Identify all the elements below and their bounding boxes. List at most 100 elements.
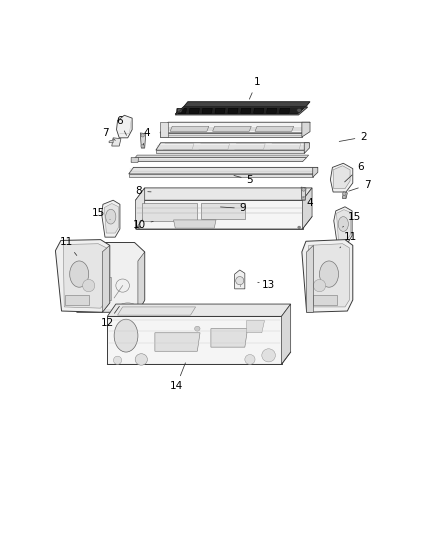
- Text: 15: 15: [92, 207, 110, 220]
- Ellipse shape: [236, 277, 244, 285]
- Text: 11: 11: [340, 232, 357, 248]
- Polygon shape: [117, 115, 132, 138]
- Ellipse shape: [302, 197, 305, 200]
- Ellipse shape: [113, 356, 122, 365]
- Polygon shape: [211, 329, 247, 347]
- Ellipse shape: [177, 108, 182, 112]
- Polygon shape: [135, 188, 145, 229]
- Polygon shape: [343, 192, 347, 199]
- Polygon shape: [330, 163, 353, 192]
- Ellipse shape: [314, 279, 325, 292]
- Polygon shape: [138, 252, 145, 312]
- Polygon shape: [142, 204, 197, 221]
- Text: 4: 4: [303, 197, 313, 208]
- Text: 11: 11: [60, 238, 77, 255]
- Text: 5: 5: [234, 175, 253, 185]
- Polygon shape: [107, 317, 282, 365]
- Text: 1: 1: [249, 77, 260, 99]
- Polygon shape: [107, 304, 291, 317]
- Polygon shape: [131, 158, 307, 161]
- Polygon shape: [140, 133, 146, 148]
- Polygon shape: [334, 207, 352, 244]
- Polygon shape: [279, 108, 290, 113]
- Ellipse shape: [343, 195, 346, 199]
- Polygon shape: [129, 167, 318, 174]
- Polygon shape: [135, 155, 309, 158]
- Polygon shape: [102, 245, 110, 312]
- Text: 12: 12: [101, 306, 119, 328]
- Ellipse shape: [83, 279, 95, 292]
- Polygon shape: [202, 108, 212, 113]
- Polygon shape: [131, 158, 138, 163]
- Polygon shape: [155, 333, 200, 351]
- Ellipse shape: [262, 349, 276, 362]
- Polygon shape: [56, 240, 110, 312]
- Ellipse shape: [245, 354, 255, 365]
- Ellipse shape: [138, 226, 140, 229]
- Polygon shape: [170, 126, 209, 131]
- Polygon shape: [104, 204, 119, 233]
- Polygon shape: [82, 277, 111, 300]
- Polygon shape: [160, 122, 310, 133]
- Polygon shape: [112, 138, 121, 146]
- Polygon shape: [135, 200, 303, 229]
- Polygon shape: [314, 295, 337, 305]
- Ellipse shape: [119, 303, 136, 311]
- Text: 14: 14: [170, 363, 185, 391]
- Polygon shape: [282, 304, 291, 365]
- Ellipse shape: [194, 326, 200, 331]
- Ellipse shape: [338, 216, 348, 231]
- Ellipse shape: [141, 144, 145, 148]
- Polygon shape: [189, 108, 199, 113]
- Text: 7: 7: [349, 180, 371, 191]
- Polygon shape: [313, 167, 318, 177]
- Polygon shape: [156, 150, 304, 154]
- Polygon shape: [173, 220, 216, 228]
- Polygon shape: [228, 108, 238, 113]
- Polygon shape: [109, 140, 113, 143]
- Text: 4: 4: [143, 128, 150, 145]
- Text: 9: 9: [220, 204, 247, 213]
- Ellipse shape: [114, 319, 138, 352]
- Polygon shape: [303, 188, 312, 229]
- Ellipse shape: [141, 134, 145, 137]
- Polygon shape: [65, 295, 88, 305]
- Text: 10: 10: [132, 220, 153, 230]
- Polygon shape: [63, 244, 106, 308]
- Polygon shape: [135, 188, 312, 200]
- Polygon shape: [117, 307, 196, 315]
- Polygon shape: [302, 240, 353, 312]
- Polygon shape: [160, 122, 168, 137]
- Ellipse shape: [297, 108, 301, 112]
- Polygon shape: [82, 302, 102, 308]
- Text: 6: 6: [345, 163, 364, 182]
- Ellipse shape: [343, 192, 346, 195]
- Polygon shape: [129, 174, 313, 177]
- Polygon shape: [333, 166, 350, 189]
- Ellipse shape: [302, 188, 305, 191]
- Polygon shape: [241, 108, 251, 113]
- Polygon shape: [307, 245, 314, 312]
- Polygon shape: [70, 243, 145, 312]
- Polygon shape: [201, 204, 245, 219]
- Polygon shape: [235, 270, 245, 289]
- Polygon shape: [184, 102, 310, 107]
- Polygon shape: [309, 244, 350, 307]
- Polygon shape: [302, 122, 310, 137]
- Polygon shape: [247, 320, 265, 333]
- Polygon shape: [156, 143, 309, 150]
- Ellipse shape: [135, 354, 148, 365]
- Ellipse shape: [106, 209, 116, 224]
- Text: 8: 8: [136, 186, 151, 196]
- Polygon shape: [336, 209, 351, 240]
- Polygon shape: [304, 143, 309, 154]
- Text: 7: 7: [102, 128, 115, 140]
- Polygon shape: [254, 108, 264, 113]
- Ellipse shape: [320, 261, 339, 287]
- Polygon shape: [102, 200, 120, 237]
- Polygon shape: [212, 126, 251, 131]
- Polygon shape: [176, 108, 187, 113]
- Polygon shape: [160, 133, 302, 137]
- Ellipse shape: [85, 257, 105, 277]
- Polygon shape: [175, 107, 306, 114]
